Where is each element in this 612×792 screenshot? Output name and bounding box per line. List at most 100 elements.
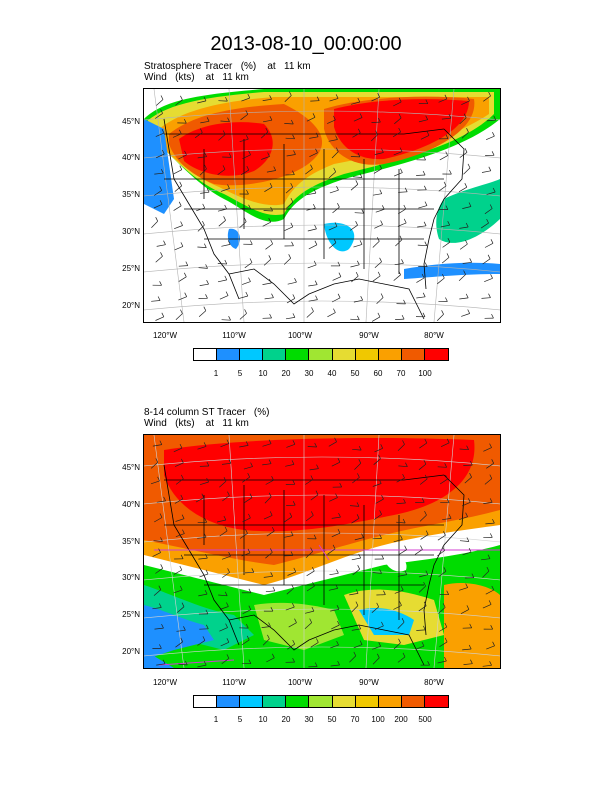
wind-barb-feather [290, 197, 294, 203]
wind-barb [198, 593, 208, 597]
wind-barb [197, 536, 207, 539]
wind-barb-feather [271, 476, 274, 481]
wind-barb [462, 551, 472, 556]
wind-barb [372, 483, 382, 487]
wind-barb [305, 515, 314, 522]
wind-barb-feather [358, 553, 362, 559]
panel2-colorbar-label: 30 [304, 715, 314, 724]
wind-barb-feather [422, 170, 426, 176]
wind-barb [480, 222, 489, 229]
wind-barb [286, 201, 294, 209]
wind-barb-feather [488, 600, 492, 605]
panel1-colorbar-label: 100 [418, 369, 432, 378]
wind-barb-feather [401, 314, 405, 320]
panel1-colorbar-label: 1 [213, 369, 219, 378]
panel1-map [143, 88, 501, 323]
panel1-lon-label-120: 120°W [152, 331, 178, 340]
wind-barb [351, 605, 359, 613]
wind-barb [486, 119, 496, 122]
wind-barb-feather [245, 441, 249, 446]
panel2-colorbar-label: 10 [258, 715, 268, 724]
wind-barb-feather [160, 537, 163, 542]
wind-barb [329, 572, 339, 576]
wind-barb [217, 208, 227, 212]
wind-barb [178, 265, 188, 267]
wind-barb-feather [333, 308, 336, 313]
panel2-lat-label-20: 20°N [122, 647, 140, 656]
wind-barb-feather [243, 217, 247, 222]
wind-barb-feather [161, 312, 165, 317]
wind-barb-feather [202, 220, 205, 226]
wind-barb [308, 299, 318, 302]
wind-barb-feather [445, 134, 449, 139]
wind-barb-feather [443, 181, 447, 187]
wind-barb-feather [178, 201, 182, 206]
wind-barb-feather [489, 474, 493, 479]
wind-barb-feather [159, 644, 162, 649]
wind-barb [438, 607, 446, 614]
wind-barb [262, 282, 272, 285]
wind-barb [176, 629, 186, 632]
wind-barb [372, 275, 381, 282]
wind-barb-feather [379, 164, 383, 169]
wind-barb [439, 155, 448, 161]
wind-barb-feather [222, 165, 226, 170]
wind-barb [459, 117, 467, 125]
wind-barb [152, 444, 162, 447]
wind-barb [420, 534, 429, 540]
wind-barb-feather [465, 239, 468, 245]
wind-barb [374, 224, 383, 229]
wind-barb-feather [291, 460, 295, 465]
wind-barb-feather [441, 273, 445, 279]
wind-barb [486, 191, 496, 195]
panel1-title-line1: Stratosphere Tracer (%) at 11 km [144, 61, 311, 72]
wind-barb-feather [357, 152, 361, 158]
wind-barb-feather [425, 570, 429, 575]
wind-barb-feather [203, 442, 207, 447]
wind-barb-feather [178, 129, 182, 134]
wind-barb [459, 152, 468, 158]
wind-barb [397, 574, 407, 577]
wind-barb-feather [312, 203, 316, 209]
wind-barb-feather [398, 270, 401, 275]
wind-barb [439, 478, 448, 485]
panel2-colorbar-label: 5 [237, 715, 243, 724]
wind-barb-feather [157, 296, 161, 301]
wind-barb-feather [163, 496, 166, 502]
panel2-colorbar-box [194, 696, 218, 707]
wind-barb [260, 131, 269, 139]
wind-barb-feather [379, 510, 382, 515]
wind-barb [328, 441, 337, 447]
wind-barb [173, 569, 182, 575]
wind-barb-feather [310, 475, 314, 480]
wind-barb-feather [225, 96, 228, 102]
wind-barb-feather [467, 309, 471, 314]
wind-barb-feather [335, 147, 339, 152]
wind-barb [220, 443, 230, 448]
wind-barb-feather [314, 662, 318, 667]
panel2-lat-label-30: 30°N [122, 573, 140, 582]
wind-barb-feather [381, 494, 384, 500]
wind-barb [221, 555, 231, 560]
wind-barb-feather [490, 625, 494, 630]
wind-barb-feather [222, 130, 226, 135]
wind-barb-feather [426, 131, 430, 136]
wind-barb [376, 297, 384, 304]
wind-barb-feather [444, 637, 448, 643]
wind-barb [462, 261, 472, 264]
wind-barb [462, 648, 472, 651]
wind-barb-feather [204, 152, 207, 157]
wind-barb [288, 622, 297, 628]
wind-barb-feather [377, 271, 381, 277]
wind-barb [286, 298, 295, 304]
wind-barb [460, 609, 470, 615]
wind-barb-feather [226, 439, 230, 444]
wind-barb [200, 191, 210, 194]
wind-barb-feather [313, 534, 317, 540]
wind-barb [175, 313, 183, 321]
wind-barb [199, 481, 209, 486]
wind-barb-feather [464, 148, 468, 153]
wind-barb [437, 550, 445, 557]
wind-barb-feather [265, 127, 269, 133]
wind-barb [285, 137, 295, 140]
